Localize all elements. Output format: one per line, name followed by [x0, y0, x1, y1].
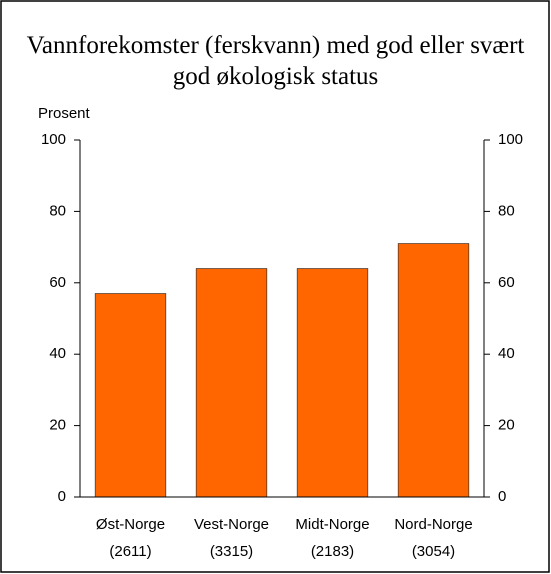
y-tick-label: 0	[58, 488, 66, 505]
x-tick-label: Nord-Norge	[394, 516, 472, 533]
y-tick-label: 80	[49, 202, 66, 219]
chart-title: Vannforekomster (ferskvann) med god elle…	[26, 32, 525, 90]
bar	[94, 293, 167, 498]
x-tick-label: Midt-Norge	[295, 516, 369, 533]
y-axis-label: Prosent	[38, 105, 91, 122]
y-tick-label: 40	[49, 345, 66, 362]
x-tick-label: (3054)	[412, 543, 455, 560]
x-tick-label: (3315)	[210, 543, 253, 560]
y2-tick-label: 60	[498, 274, 515, 291]
bar	[195, 268, 268, 498]
y-tick-label: 100	[41, 131, 66, 148]
y2-tick-label: 80	[498, 202, 515, 219]
bar	[397, 243, 470, 498]
y-tick-label: 20	[49, 417, 66, 434]
x-tick-label: (2611)	[109, 543, 151, 560]
y-tick-label: 60	[49, 274, 66, 291]
y2-tick-label: 0	[498, 488, 506, 505]
y2-tick-label: 100	[498, 131, 523, 148]
x-tick-label: (2183)	[311, 543, 354, 560]
x-tick-label: Øst-Norge	[96, 516, 165, 533]
y2-tick-label: 40	[498, 345, 515, 362]
x-tick-label: Vest-Norge	[194, 516, 269, 533]
bar	[296, 268, 369, 498]
y2-tick-label: 20	[498, 417, 515, 434]
